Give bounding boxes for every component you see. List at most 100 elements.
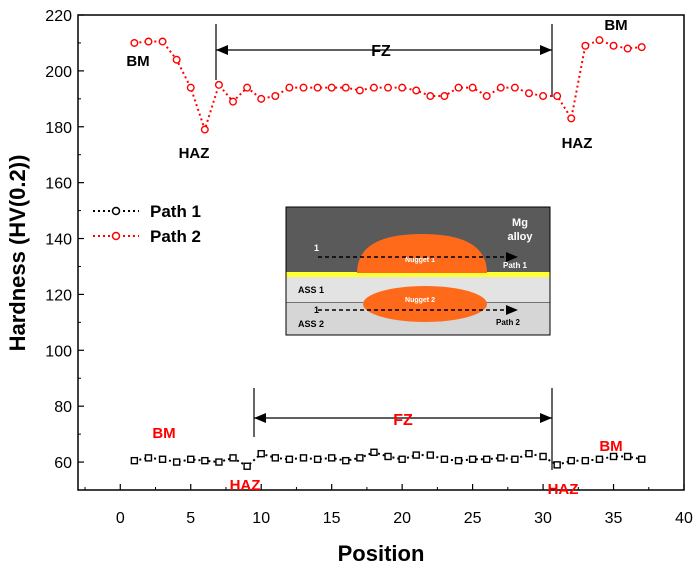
path1-annotations: FZ BM BM HAZ HAZ bbox=[152, 388, 623, 498]
fz-arrow-right-head-bottom bbox=[540, 413, 552, 423]
data-point bbox=[384, 452, 392, 461]
x-ticks: 0 5 10 15 20 25 30 35 40 bbox=[84, 484, 693, 527]
fz-label-bottom: FZ bbox=[393, 412, 413, 429]
data-point bbox=[299, 83, 308, 92]
bm-label-left-top: BM bbox=[126, 53, 149, 70]
legend-label-path-1: Path 1 bbox=[150, 202, 201, 221]
data-point bbox=[370, 448, 378, 456]
y-tick-label: 180 bbox=[45, 120, 72, 137]
y-axis-title: Hardness (HV(0.2)) bbox=[5, 155, 30, 352]
series-path-1 bbox=[130, 448, 646, 470]
legend: Path 1 Path 2 bbox=[93, 202, 201, 246]
data-point bbox=[567, 114, 576, 123]
data-point bbox=[426, 92, 435, 101]
data-point bbox=[271, 454, 280, 462]
data-point bbox=[342, 456, 350, 465]
data-point bbox=[257, 449, 265, 458]
data-point bbox=[553, 92, 562, 101]
x-tick-label: 20 bbox=[393, 510, 411, 527]
data-point bbox=[468, 455, 477, 463]
x-axis-title: Position bbox=[338, 541, 425, 566]
x-tick-label: 25 bbox=[464, 510, 482, 527]
data-point bbox=[130, 456, 139, 465]
haz-label-left-top: HAZ bbox=[179, 145, 210, 162]
fz-arrow-left-head-bottom bbox=[254, 413, 266, 423]
data-point bbox=[271, 92, 280, 101]
data-point bbox=[454, 83, 463, 92]
data-point bbox=[327, 454, 336, 462]
data-point bbox=[144, 454, 153, 462]
data-point bbox=[511, 455, 519, 463]
data-point bbox=[609, 41, 618, 50]
path-2-label: Path 2 bbox=[496, 318, 521, 327]
data-point bbox=[468, 83, 477, 92]
data-point bbox=[356, 454, 364, 462]
data-point bbox=[215, 458, 223, 466]
data-point bbox=[581, 456, 590, 465]
data-point bbox=[285, 455, 294, 463]
data-point bbox=[426, 451, 435, 459]
y-ticks: 60 80 100 120 140 160 180 200 220 bbox=[45, 8, 84, 472]
y-tick-label: 160 bbox=[45, 176, 72, 193]
data-point bbox=[595, 36, 604, 45]
data-point bbox=[497, 454, 505, 462]
data-point bbox=[398, 455, 406, 463]
data-point bbox=[482, 92, 491, 101]
data-point bbox=[355, 86, 364, 95]
data-point bbox=[623, 452, 632, 461]
data-point bbox=[482, 455, 491, 463]
path-2-start: 1 bbox=[314, 305, 319, 315]
data-point bbox=[398, 83, 407, 92]
fz-label-top: FZ bbox=[371, 43, 391, 60]
data-point bbox=[285, 83, 294, 92]
interface-layer bbox=[286, 272, 550, 277]
y-tick-label: 220 bbox=[45, 8, 72, 25]
x-tick-label: 30 bbox=[534, 510, 552, 527]
data-point bbox=[567, 456, 575, 465]
path-1-start: 1 bbox=[314, 243, 319, 253]
data-point bbox=[553, 461, 561, 469]
legend-marker-path-2 bbox=[111, 231, 121, 241]
y-tick-label: 140 bbox=[45, 232, 72, 249]
data-point bbox=[144, 37, 153, 46]
fz-arrow-left-head bbox=[216, 45, 228, 55]
mg-alloy-label: Mg bbox=[512, 217, 528, 229]
plot-frame bbox=[77, 14, 685, 491]
nugget-2-shape bbox=[363, 286, 487, 322]
data-point bbox=[313, 455, 322, 463]
data-point bbox=[229, 454, 237, 462]
y-tick-label: 200 bbox=[45, 64, 72, 81]
data-point bbox=[637, 43, 646, 52]
data-point bbox=[412, 451, 420, 459]
data-point bbox=[186, 83, 195, 92]
data-point bbox=[454, 456, 463, 465]
data-point bbox=[327, 83, 336, 92]
x-tick-label: 10 bbox=[252, 510, 270, 527]
x-tick-label: 40 bbox=[675, 510, 693, 527]
legend-label-path-2: Path 2 bbox=[150, 227, 201, 246]
haz-label-right-top: HAZ bbox=[562, 135, 593, 152]
x-tick-label: 15 bbox=[323, 510, 341, 527]
data-point bbox=[200, 125, 209, 134]
data-point bbox=[539, 452, 547, 461]
bm-label-left-bottom: BM bbox=[152, 425, 175, 442]
legend-marker-path-1 bbox=[111, 206, 121, 216]
data-point bbox=[581, 41, 590, 50]
data-point bbox=[187, 455, 195, 463]
haz-label-left-bottom: HAZ bbox=[230, 477, 261, 494]
y-tick-label: 60 bbox=[54, 455, 72, 472]
y-tick-label: 120 bbox=[45, 287, 72, 304]
fz-arrow-right-head bbox=[540, 45, 552, 55]
data-point bbox=[510, 83, 519, 92]
data-point bbox=[525, 449, 533, 458]
data-point bbox=[158, 37, 167, 46]
x-tick-label: 5 bbox=[186, 510, 195, 527]
data-point bbox=[609, 452, 618, 461]
data-point bbox=[384, 83, 393, 92]
data-point bbox=[412, 86, 421, 95]
inset-outline bbox=[285, 206, 551, 336]
path-1-label: Path 1 bbox=[503, 261, 528, 270]
data-point bbox=[369, 83, 378, 92]
data-point bbox=[440, 92, 449, 101]
